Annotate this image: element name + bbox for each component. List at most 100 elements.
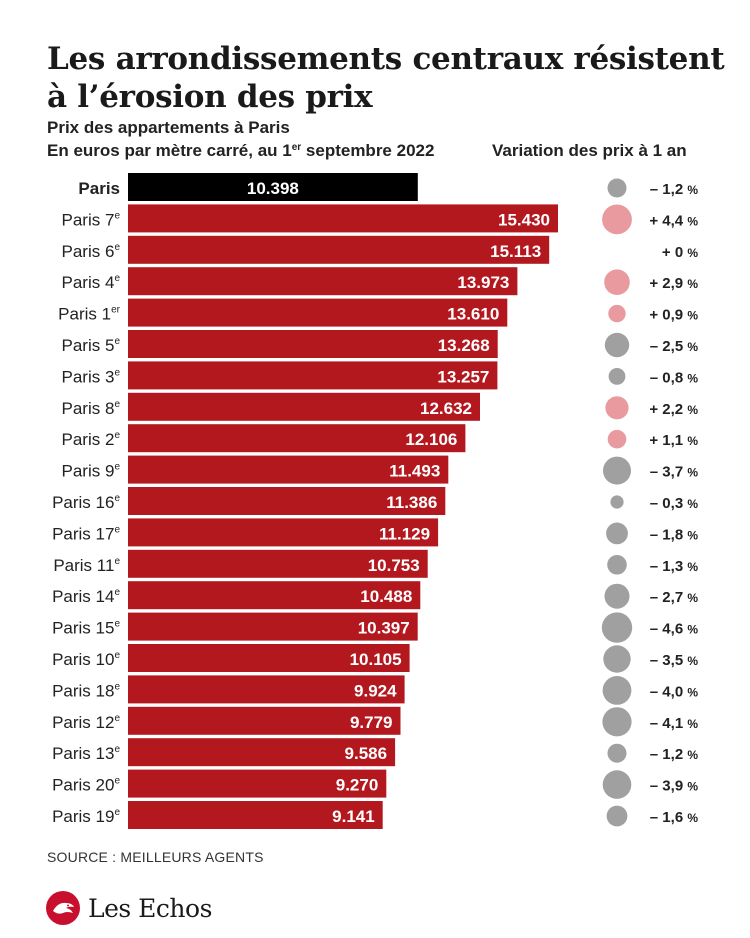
data-label: 10.488: [360, 587, 412, 606]
bar: [128, 298, 508, 327]
variation-label: – 2,7 %: [650, 589, 699, 606]
les-echos-logo-icon: [46, 891, 80, 925]
variation-label: – 4,6 %: [650, 621, 699, 638]
data-label: 15.430: [498, 210, 550, 229]
category-label: Paris 5e: [62, 336, 121, 355]
variation-dot: [602, 707, 632, 737]
category-label: Paris 19e: [52, 807, 120, 826]
category-label: Paris 1er: [58, 305, 120, 324]
data-label: 9.779: [350, 713, 393, 732]
category-label: Paris 15e: [52, 619, 120, 638]
variation-label: – 1,8 %: [650, 526, 699, 543]
data-label: 10.397: [358, 619, 410, 638]
source-note: SOURCE : MEILLEURS AGENTS: [47, 849, 264, 865]
category-label: Paris 9e: [62, 462, 121, 481]
data-label: 13.973: [457, 273, 509, 292]
data-label: 10.105: [350, 650, 402, 669]
variation-dot: [604, 332, 630, 358]
category-label: Paris 6e: [62, 242, 121, 261]
variation-label: + 0,9 %: [649, 307, 698, 324]
variation-dot: [606, 805, 628, 827]
variation-label: – 0,8 %: [650, 369, 699, 386]
data-label: 11.493: [389, 462, 440, 481]
data-label: 15.113: [490, 242, 541, 261]
subtitle-unit: En euros par mètre carré, au 1er septemb…: [47, 141, 435, 160]
variation-dot: [607, 743, 627, 763]
variation-dot: [602, 204, 632, 235]
brand-name: Les Echos: [88, 893, 212, 923]
bar: [128, 581, 421, 610]
variation-dot: [604, 583, 630, 609]
category-label: Paris 8e: [62, 399, 121, 418]
bar: [128, 424, 466, 453]
category-label: Paris 17e: [52, 524, 120, 543]
variation-label: – 1,2 %: [650, 181, 699, 198]
category-label: Paris 11e: [53, 556, 120, 575]
variation-label: + 1,1 %: [649, 432, 698, 449]
category-label: Paris: [78, 179, 120, 198]
data-label: 13.610: [447, 305, 499, 324]
bar: [128, 612, 418, 641]
bar: [128, 644, 410, 672]
bar: [128, 706, 401, 735]
data-label: 9.270: [336, 776, 379, 795]
category-label: Paris 16e: [52, 493, 120, 512]
data-label: 9.586: [345, 744, 388, 763]
category-label: Paris 14e: [52, 587, 120, 606]
bar: [128, 392, 480, 421]
bar: [128, 518, 439, 547]
variation-label: – 2,5 %: [650, 338, 699, 355]
variation-dot: [605, 396, 629, 420]
variation-label: + 4,4 %: [649, 212, 698, 229]
variation-dot: [601, 612, 633, 643]
bar: [128, 738, 396, 767]
category-label: Paris 18e: [52, 681, 120, 700]
variation-label: + 2,2 %: [649, 401, 698, 418]
variation-label: + 2,9 %: [649, 275, 698, 292]
variation-label: – 0,3 %: [650, 495, 699, 512]
data-label: 12.632: [420, 399, 472, 418]
variation-label: – 3,5 %: [650, 652, 699, 669]
category-label: Paris 10e: [52, 650, 120, 669]
variation-header: Variation des prix à 1 an: [492, 141, 687, 160]
data-label: 12.106: [405, 430, 457, 449]
variation-dot: [602, 770, 632, 799]
category-label: Paris 7e: [62, 210, 121, 229]
variation-label: – 1,6 %: [650, 809, 699, 826]
data-label: 9.141: [332, 807, 375, 826]
bar: [128, 549, 428, 578]
variation-dot: [603, 645, 631, 673]
bar: [128, 769, 387, 798]
subtitle: Prix des appartements à Paris: [47, 118, 290, 137]
bar: [128, 173, 418, 201]
variation-dot: [602, 676, 632, 705]
data-label: 13.257: [437, 367, 489, 386]
variation-label: – 3,9 %: [650, 778, 699, 795]
data-label: 10.398: [247, 179, 299, 198]
bar: [128, 204, 558, 233]
brand-logo: Les Echos: [46, 890, 212, 926]
chart-title: Les arrondissements centraux résistent à…: [47, 41, 725, 115]
variation-label: – 1,2 %: [650, 746, 699, 763]
variation-label: – 4,0 %: [650, 683, 699, 700]
bar: [128, 267, 518, 296]
category-label: Paris 20e: [52, 776, 120, 795]
category-label: Paris 3e: [62, 367, 121, 386]
variation-label: – 1,3 %: [650, 558, 699, 575]
bar-chart: Paris 10.398 – 1,2 % Paris 7e 15.430 + 4,4 % P…: [52, 173, 699, 829]
category-label: Paris 13e: [52, 744, 120, 763]
data-label: 11.386: [386, 493, 437, 512]
variation-label: + 0 %: [662, 244, 698, 261]
bar: [128, 487, 446, 515]
bar: [128, 801, 383, 829]
variation-dot: [608, 304, 626, 323]
variation-label: – 4,1 %: [650, 715, 699, 732]
data-label: 13.268: [438, 336, 490, 355]
variation-dot: [608, 368, 626, 385]
bar: [128, 361, 498, 390]
category-label: Paris 4e: [62, 273, 121, 292]
bar: [128, 330, 498, 358]
category-label: Paris 12e: [52, 713, 120, 732]
variation-dot: [606, 522, 628, 545]
variation-dot: [610, 495, 624, 509]
